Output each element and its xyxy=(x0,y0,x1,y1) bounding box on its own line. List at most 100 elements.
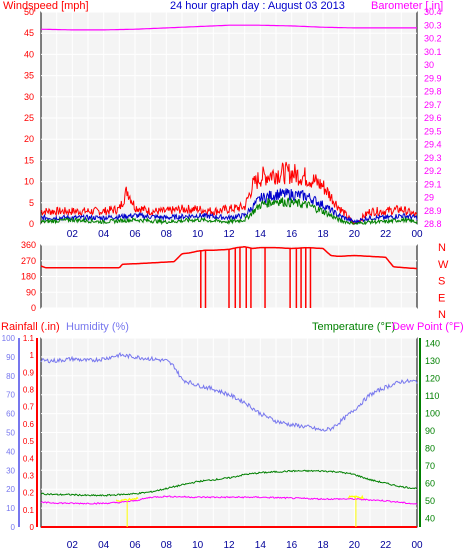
dewpoint-highlight xyxy=(348,494,364,500)
temperature-y-tick-label: 130 xyxy=(425,356,440,366)
temperature-y-tick-label: 70 xyxy=(425,461,435,471)
humidity-y-tick-label: 10 xyxy=(6,504,15,513)
wind-x-tick-label: 02 xyxy=(67,229,79,240)
humidity-series xyxy=(40,352,418,432)
humidity-y-tick-label: 70 xyxy=(6,391,15,400)
compass-label: E xyxy=(438,292,445,304)
rainfall-y-tick-label: 1.1 xyxy=(23,334,35,343)
wind-y-tick-label: 0 xyxy=(29,219,34,229)
compass-label: N xyxy=(438,309,446,321)
humidity-y-tick-label: 40 xyxy=(6,447,15,456)
rainfall-y-tick-label: 0.6 xyxy=(23,420,35,429)
rainfall-y-tick-label: 0.3 xyxy=(23,471,35,480)
climate-x-tick-label: 16 xyxy=(286,540,298,551)
barometer-y-tick-label: 29.4 xyxy=(424,140,442,150)
wind-avg-series xyxy=(40,188,418,225)
barometer-y-tick-label: 29.2 xyxy=(424,166,442,176)
chart-title: 24 hour graph day : August 03 2013 xyxy=(170,0,345,12)
humidity-y-tick-label: 30 xyxy=(6,466,15,475)
temperature-y-tick-label: 60 xyxy=(425,478,435,488)
wind-x-tick-label: 04 xyxy=(98,229,110,240)
humidity-y-tick-label: 20 xyxy=(6,485,15,494)
rainfall-y-tick-label: 0.5 xyxy=(23,437,35,446)
barometer-y-tick-label: 30.1 xyxy=(424,47,442,57)
rainfall-y-tick-label: 0 xyxy=(30,523,35,532)
compass-label: W xyxy=(438,259,449,271)
humidity-y-tick-label: 90 xyxy=(6,353,15,362)
humidity-y-tick-label: 0 xyxy=(11,523,16,532)
barometer-series xyxy=(40,24,417,31)
wind-y-tick-label: 10 xyxy=(24,177,34,187)
direction-y-tick-label: 270 xyxy=(21,256,36,266)
wind-axis-title: Windspeed [mph] xyxy=(3,0,89,12)
barometer-y-tick-label: 29 xyxy=(424,193,434,203)
barometer-y-tick-label: 28.9 xyxy=(424,206,442,216)
wind-x-tick-label: 14 xyxy=(255,229,267,240)
climate-x-tick-label: 14 xyxy=(255,540,267,551)
barometer-y-tick-label: 30 xyxy=(424,60,434,70)
barometer-axis-title: Barometer [.in] xyxy=(371,0,443,12)
temperature-y-tick-label: 110 xyxy=(425,391,439,401)
wind-y-tick-label: 30 xyxy=(24,92,34,102)
wind-x-tick-label: 16 xyxy=(286,229,298,240)
dewpoint-highlight xyxy=(115,496,139,502)
climate-x-tick-label: 00 xyxy=(411,540,423,551)
barometer-y-tick-label: 29.5 xyxy=(424,126,442,136)
wind-x-tick-label: 18 xyxy=(317,229,329,240)
climate-x-tick-label: 20 xyxy=(349,540,361,551)
temperature-y-tick-label: 120 xyxy=(425,373,440,383)
wind-speed-series xyxy=(40,197,418,226)
dewpoint-series xyxy=(40,495,418,505)
wind-x-tick-label: 08 xyxy=(161,229,173,240)
temperature-y-tick-label: 40 xyxy=(425,513,435,523)
barometer-y-tick-label: 29.8 xyxy=(424,87,442,97)
climate-x-tick-label: 12 xyxy=(223,540,235,551)
wind-y-tick-label: 45 xyxy=(24,28,34,38)
climate-x-tick-label: 18 xyxy=(317,540,329,551)
wind-x-tick-label: 22 xyxy=(380,229,392,240)
direction-y-tick-label: 90 xyxy=(26,287,36,297)
temperature-y-tick-label: 50 xyxy=(425,496,435,506)
humidity-y-tick-label: 100 xyxy=(2,334,16,343)
humidity-y-tick-label: 80 xyxy=(6,372,15,381)
barometer-y-tick-label: 29.7 xyxy=(424,100,442,110)
direction-y-tick-label: 360 xyxy=(21,240,36,250)
wind-y-tick-label: 25 xyxy=(24,113,34,123)
climate-x-tick-label: 04 xyxy=(98,540,110,551)
climate-x-tick-label: 06 xyxy=(129,540,141,551)
wind-y-tick-label: 50 xyxy=(24,7,34,17)
climate-x-tick-label: 10 xyxy=(192,540,204,551)
rainfall-y-tick-label: 0.8 xyxy=(23,386,35,395)
temperature-y-tick-label: 140 xyxy=(425,338,440,348)
barometer-y-tick-label: 29.1 xyxy=(424,179,442,189)
rainfall-y-tick-label: 0.4 xyxy=(23,454,35,463)
compass-label: N xyxy=(438,242,446,254)
rainfall-y-tick-label: 0.2 xyxy=(23,489,35,498)
humidity-y-tick-label: 50 xyxy=(6,429,15,438)
temperature-y-tick-label: 90 xyxy=(425,426,435,436)
rainfall-y-tick-label: 1 xyxy=(30,351,35,360)
direction-y-tick-label: 0 xyxy=(31,303,36,313)
temperature-y-tick-label: 80 xyxy=(425,443,435,453)
temperature-y-tick-label: 100 xyxy=(425,408,440,418)
direction-y-tick-label: 180 xyxy=(21,272,36,282)
wind-x-tick-label: 10 xyxy=(192,229,204,240)
humidity-y-tick-label: 60 xyxy=(6,410,15,419)
barometer-y-tick-label: 29.3 xyxy=(424,153,442,163)
wind-x-tick-label: 00 xyxy=(411,229,423,240)
temperature-series xyxy=(40,469,418,497)
wind-y-tick-label: 35 xyxy=(24,71,34,81)
barometer-y-tick-label: 29.6 xyxy=(424,113,442,123)
barometer-y-tick-label: 29.9 xyxy=(424,73,442,83)
wind-x-tick-label: 20 xyxy=(349,229,361,240)
wind-y-tick-label: 5 xyxy=(29,198,34,208)
compass-label: S xyxy=(438,276,445,288)
temperature-axis-title: Temperature (°F) xyxy=(312,321,395,333)
dewpoint-axis-title: Dew Point (°F) xyxy=(392,321,464,333)
barometer-y-tick-label: 30.4 xyxy=(424,7,442,17)
humidity-axis-title: Humidity (%) xyxy=(66,321,129,333)
wind-y-tick-label: 20 xyxy=(24,134,34,144)
rainfall-y-tick-label: 0.1 xyxy=(23,506,35,515)
